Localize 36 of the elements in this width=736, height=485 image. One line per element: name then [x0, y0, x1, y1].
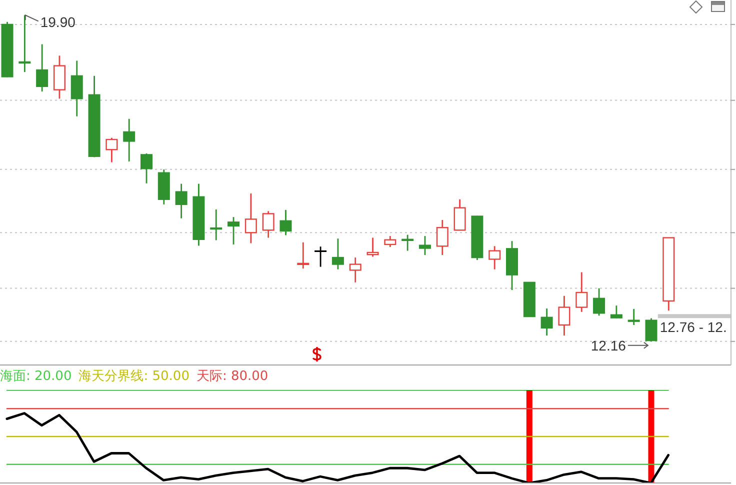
candlestick [384, 235, 396, 248]
candlestick [540, 308, 553, 336]
candlestick [140, 152, 152, 184]
candlestick [418, 235, 431, 256]
candlestick [18, 14, 31, 73]
candlestick [454, 198, 466, 232]
candlestick [645, 318, 658, 342]
candlestick [332, 238, 344, 270]
candlestick [558, 295, 570, 336]
candlestick [488, 245, 501, 270]
candlestick [593, 288, 606, 316]
candlestick [280, 209, 292, 236]
text: 海天分界线: 50.00 [78, 369, 190, 385]
candlestick [70, 60, 83, 118]
candlestick [297, 242, 310, 270]
candlestick [175, 183, 188, 220]
candlestick [436, 219, 448, 256]
candlestick [228, 216, 240, 246]
candlestick [262, 210, 274, 238]
text: 海面: 20.00 [0, 369, 72, 385]
candlestick [402, 234, 414, 252]
annotation: 19.90 [40, 14, 76, 30]
annotation: 12.16 [590, 337, 626, 354]
ref-line-label: 12.76 - 12. [660, 319, 727, 336]
candlestick [576, 272, 588, 313]
candlestick [36, 44, 48, 92]
series-label: 天际: 80.00 [196, 369, 268, 385]
candlestick [314, 246, 328, 268]
candlestick [244, 192, 257, 244]
candlestick [628, 308, 640, 326]
candlestick [349, 256, 362, 284]
candlestick [610, 304, 622, 319]
candlestick [210, 208, 222, 241]
candlestick [123, 118, 136, 162]
candlestick [106, 137, 118, 163]
candlestick [366, 237, 379, 258]
